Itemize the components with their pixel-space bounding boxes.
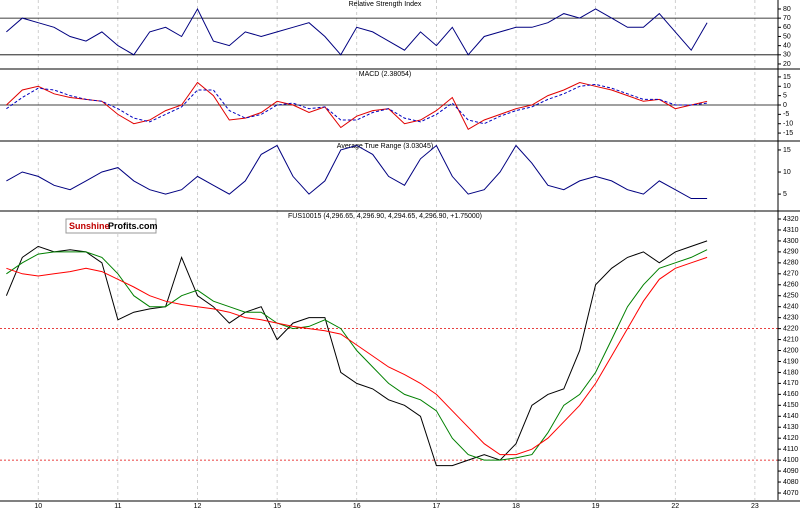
y-tick-label: 4130 [783, 424, 799, 431]
x-tick-label: 22 [671, 503, 679, 510]
y-tick-label: 4070 [783, 490, 799, 497]
panel-title: FUS10015 (4,296.65, 4,296.90, 4,294.65, … [288, 213, 482, 220]
y-tick-label: 5 [783, 191, 787, 198]
panel-title: Average True Range (3.03045) [337, 143, 433, 150]
y-tick-label: 4250 [783, 293, 799, 300]
y-tick-label: 4100 [783, 457, 799, 464]
panel-title: MACD (2.38054) [359, 71, 412, 78]
y-tick-label: 5 [783, 92, 787, 99]
x-tick-label: 16 [353, 503, 361, 510]
y-tick-label: 4140 [783, 413, 799, 420]
y-tick-label: 60 [783, 24, 791, 31]
y-tick-label: 15 [783, 147, 791, 154]
y-tick-label: 4120 [783, 435, 799, 442]
y-tick-label: -15 [783, 130, 793, 137]
y-tick-label: 30 [783, 52, 791, 59]
y-tick-label: 40 [783, 42, 791, 49]
x-tick-label: 18 [512, 503, 520, 510]
x-tick-label: 15 [273, 503, 281, 510]
y-tick-label: -10 [783, 121, 793, 128]
logo: Sunshine Profits.com [65, 218, 158, 234]
x-tick-label: 17 [432, 503, 440, 510]
y-tick-label: 4280 [783, 260, 799, 267]
series-line [6, 81, 708, 130]
y-tick-label: 4320 [783, 216, 799, 223]
x-tick-label: 19 [592, 503, 600, 510]
y-tick-label: 4090 [783, 468, 799, 475]
series-line [6, 256, 708, 456]
x-tick-label: 10 [34, 503, 42, 510]
y-tick-label: 4080 [783, 479, 799, 486]
y-tick-label: 4190 [783, 358, 799, 365]
series-line [6, 249, 708, 461]
series-line [6, 83, 708, 125]
x-tick-label: 23 [751, 503, 759, 510]
y-tick-label: 4200 [783, 347, 799, 354]
y-tick-label: 70 [783, 15, 791, 22]
y-tick-label: -5 [783, 111, 789, 118]
y-tick-label: 4110 [783, 446, 798, 453]
x-tick-label: 12 [194, 503, 202, 510]
panel-title: Relative Strength Index [349, 1, 422, 8]
y-tick-label: 15 [783, 74, 791, 81]
y-tick-label: 4180 [783, 369, 799, 376]
y-tick-label: 4230 [783, 314, 799, 321]
series-line [6, 144, 708, 199]
logo-part2: Profits.com [108, 221, 158, 231]
x-tick-label: 11 [114, 503, 121, 510]
y-tick-label: 4240 [783, 304, 799, 311]
y-tick-label: 4210 [783, 336, 799, 343]
y-tick-label: 50 [783, 33, 791, 40]
series-line [5, 240, 708, 467]
y-tick-label: 4290 [783, 249, 799, 256]
y-tick-label: 4220 [783, 325, 799, 332]
series-line [6, 7, 708, 56]
y-tick-label: 4160 [783, 391, 799, 398]
y-tick-label: 0 [783, 102, 787, 109]
y-tick-label: 4150 [783, 402, 799, 409]
y-tick-label: 80 [783, 6, 791, 13]
y-tick-label: 4170 [783, 380, 799, 387]
y-tick-label: 4300 [783, 238, 799, 245]
logo-box [65, 218, 157, 234]
y-tick-label: 4270 [783, 271, 799, 278]
logo-part1: Sunshine [69, 221, 110, 231]
y-tick-label: 4310 [783, 227, 799, 234]
y-tick-label: 20 [783, 61, 791, 68]
y-tick-label: 4260 [783, 282, 799, 289]
y-tick-label: 10 [783, 83, 791, 90]
y-tick-label: 10 [783, 169, 791, 176]
